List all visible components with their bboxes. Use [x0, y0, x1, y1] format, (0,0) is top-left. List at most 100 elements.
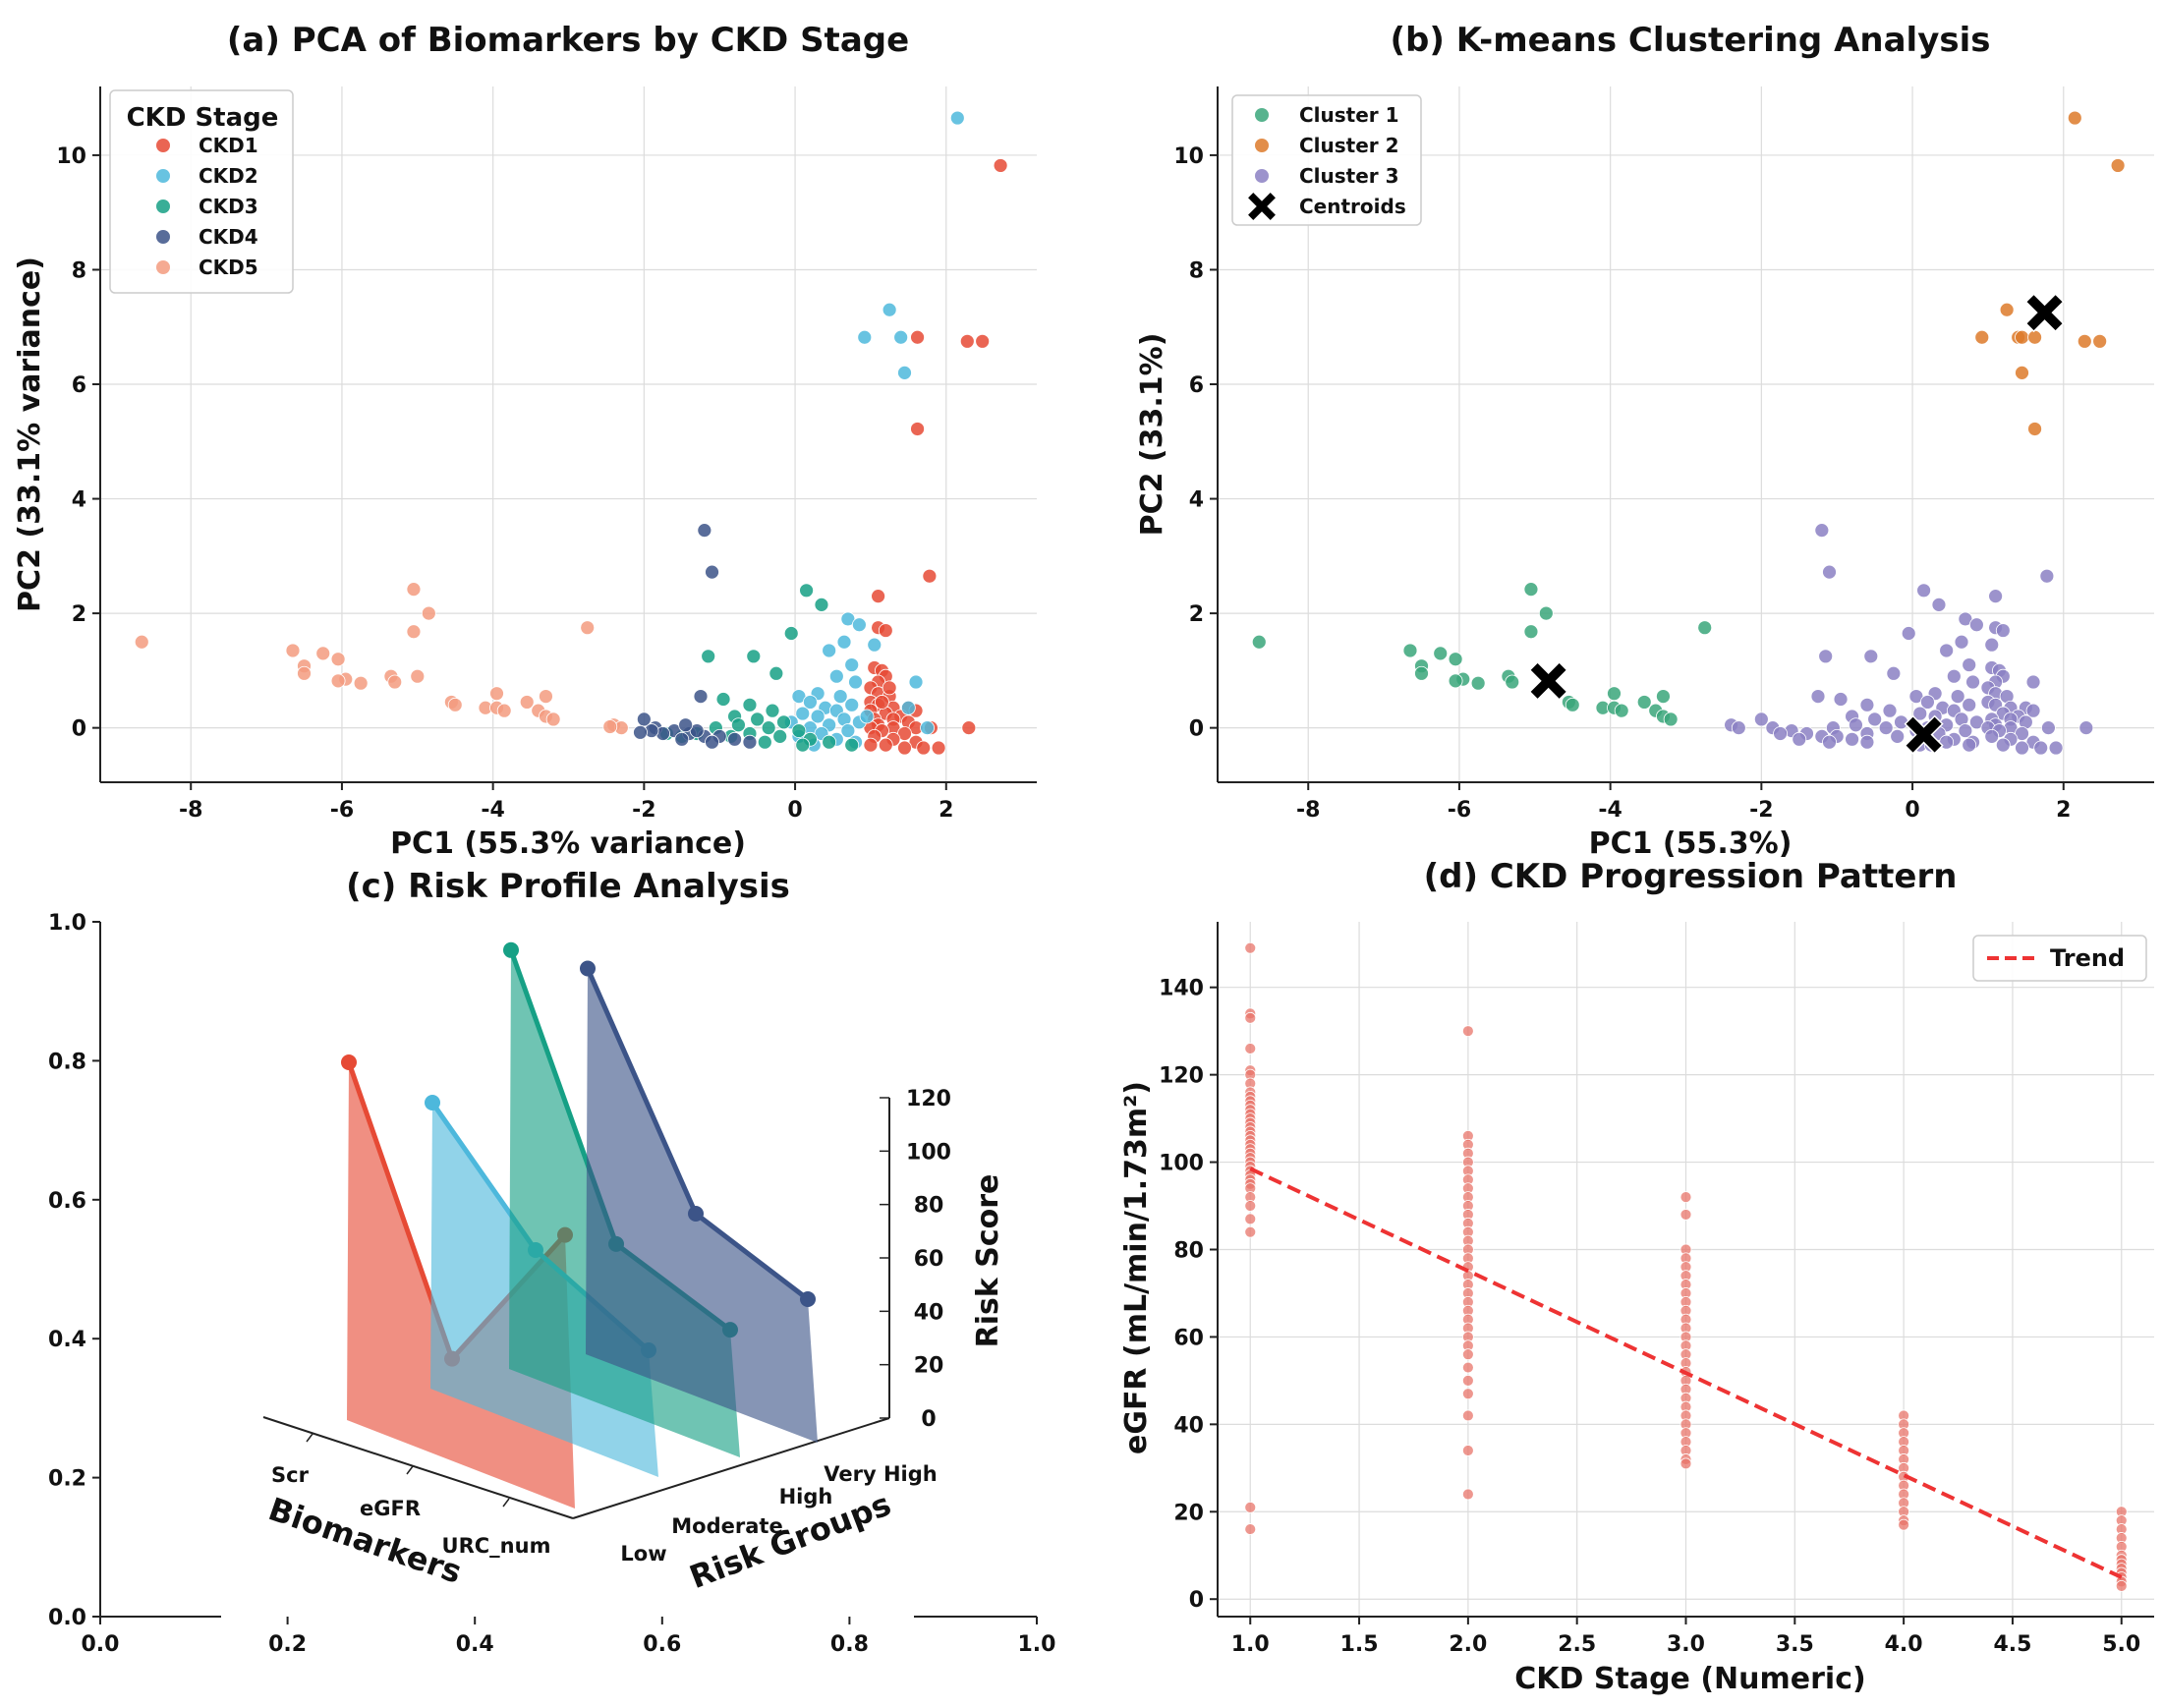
data-point — [1859, 734, 1875, 750]
data-point — [580, 620, 596, 636]
data-point — [447, 697, 463, 712]
data-point — [832, 689, 848, 704]
data-point — [1822, 564, 1837, 580]
data-point — [1958, 723, 1973, 738]
data-point — [1244, 1011, 1257, 1024]
data-point — [2027, 329, 2042, 345]
data-point — [1679, 1191, 1692, 1204]
x-tick-label: 2 — [939, 798, 953, 823]
risk-point — [800, 1291, 816, 1307]
x-tick-label: -8 — [179, 798, 202, 823]
x-tick-label: -6 — [330, 798, 354, 823]
data-point — [742, 697, 758, 712]
data-point — [1974, 329, 1990, 345]
data-point — [1523, 582, 1539, 598]
data-point — [1833, 692, 1849, 707]
data-point — [693, 689, 709, 704]
y-tick-label: 10 — [1173, 144, 1204, 169]
panel-b-ylabel: PC2 (33.1%) — [1135, 333, 1169, 537]
y-tick-label: 8 — [1189, 258, 1204, 283]
data-point — [705, 564, 719, 580]
legend-marker — [1255, 108, 1269, 122]
data-point — [410, 668, 426, 684]
risk-point — [503, 941, 519, 958]
data-point — [910, 329, 925, 345]
data-point — [795, 737, 811, 753]
data-point — [1244, 941, 1257, 954]
data-point — [1679, 1209, 1692, 1221]
data-point — [697, 523, 712, 539]
panel-a-title: (a) PCA of Biomarkers by CKD Stage — [227, 21, 909, 60]
y-tick-label: 10 — [56, 144, 86, 169]
frame-y-tick-label: 0.6 — [48, 1189, 86, 1214]
biomarker-tick — [306, 1433, 313, 1443]
data-point — [1461, 1488, 1474, 1501]
data-point — [1968, 617, 1984, 633]
data-point — [1244, 1225, 1257, 1238]
data-point — [1614, 703, 1629, 718]
panel-d-title: (d) CKD Progression Pattern — [1424, 857, 1958, 896]
data-point — [765, 703, 780, 718]
data-point — [844, 657, 860, 672]
frame-x-tick-label: 0.0 — [82, 1632, 120, 1657]
data-point — [851, 617, 867, 633]
data-point — [353, 675, 369, 691]
x-tick-label: 5.0 — [2102, 1632, 2140, 1657]
data-point — [949, 110, 965, 126]
data-point — [882, 680, 897, 696]
y-tick-label: 2 — [72, 602, 86, 627]
data-point — [1731, 720, 1746, 736]
data-point — [2015, 740, 2029, 756]
data-point — [1859, 697, 1875, 712]
data-point — [545, 712, 561, 727]
data-point — [1886, 665, 1902, 681]
trend-line — [1249, 1167, 2123, 1579]
data-point — [878, 737, 893, 753]
data-point — [1461, 1361, 1474, 1374]
data-point — [931, 740, 946, 756]
y-tick-label: 120 — [1159, 1064, 1204, 1089]
panel-b-legend: Cluster 1 Cluster 2 Cluster 3 Centroids — [1231, 94, 1422, 226]
y-tick-label: 4 — [1189, 488, 1204, 513]
data-point — [993, 158, 1008, 173]
panel-d-xlabel: CKD Stage (Numeric) — [1514, 1662, 1865, 1696]
data-point — [678, 717, 694, 733]
data-point — [731, 717, 746, 733]
data-point — [519, 695, 535, 710]
z-tick-label: 100 — [906, 1140, 951, 1165]
x-tick-label: -4 — [481, 798, 504, 823]
x-tick-label: 4.0 — [1885, 1632, 1923, 1657]
centroid-marker — [2024, 293, 2065, 333]
data-point — [134, 634, 149, 650]
data-point — [2025, 674, 2041, 690]
data-point — [1954, 634, 1969, 650]
data-point — [1433, 646, 1449, 661]
data-point — [1505, 674, 1520, 690]
data-point — [602, 719, 618, 734]
x-tick-label: 2 — [2056, 798, 2071, 823]
legend-marker — [1245, 190, 1279, 223]
legend-label: Cluster 1 — [1299, 103, 1399, 127]
data-point — [750, 712, 766, 727]
y-tick-label: 8 — [72, 258, 86, 283]
data-point — [1244, 1523, 1257, 1535]
data-point — [920, 720, 935, 736]
data-point — [803, 695, 818, 710]
data-point — [1461, 1025, 1474, 1038]
data-point — [1867, 712, 1883, 727]
z-tick-label: 40 — [914, 1300, 944, 1325]
data-point — [705, 734, 719, 750]
data-point — [776, 714, 791, 730]
data-point — [1792, 731, 1807, 747]
panel-a-xlabel: PC1 (55.3% variance) — [390, 826, 746, 861]
legend-label: CKD2 — [199, 164, 258, 188]
panel-b-xlabel: PC1 (55.3%) — [1589, 826, 1793, 861]
data-point — [674, 731, 690, 747]
data-point — [2115, 1579, 2128, 1592]
legend-marker — [1255, 169, 1269, 183]
data-point — [496, 703, 512, 718]
panel-c-zlabel: Risk Score — [971, 1174, 1005, 1348]
risk-point — [425, 1095, 440, 1110]
data-point — [330, 652, 346, 667]
